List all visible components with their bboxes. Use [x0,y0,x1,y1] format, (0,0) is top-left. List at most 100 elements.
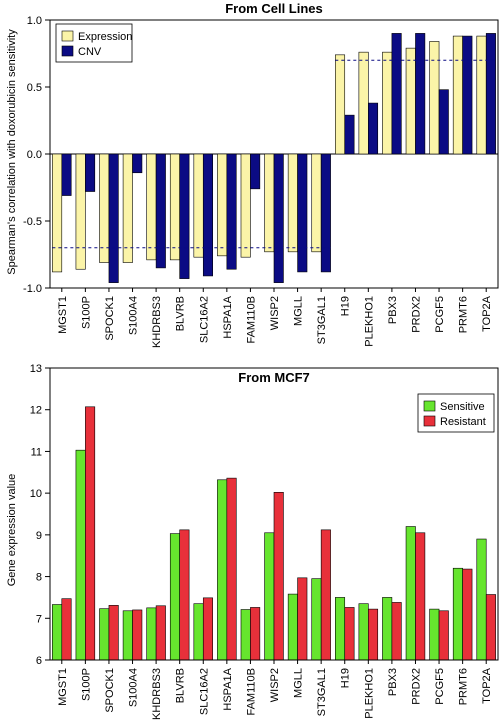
legend: Expression CNV [55,23,132,63]
bar-sensitive-wisp2 [264,532,275,661]
x-tick-label: TOP2A [481,295,493,332]
bar-resistant-hspa1a [226,477,237,661]
bar-expression-h19 [335,54,346,155]
plot-area [50,33,498,283]
bar-resistant-fam110b [250,607,261,661]
x-tick-label: TOP2A [481,667,493,704]
x-tick-label: MGLL [293,296,305,326]
legend-swatch [61,30,74,42]
x-tick-label: H19 [340,296,352,316]
x-tick-label: MGST1 [57,668,69,706]
bar-sensitive-pbx3 [382,597,393,661]
x-tick-label: PRMT6 [458,296,470,333]
y-tick-label: 7 [36,613,42,625]
bar-resistant-mgll [297,577,308,661]
x-tick-label: PRDX2 [410,296,422,333]
bar-sensitive-s100a4 [122,610,133,661]
bar-expression-top2a [476,35,487,155]
bar-cnv-hspa1a [226,153,237,270]
bar-resistant-s100a4 [132,609,143,661]
x-tick-label: PCGF5 [434,296,446,333]
bar-cnv-s100a4 [132,153,143,174]
bar-sensitive-st3gal1 [311,578,322,661]
bar-expression-slc16a2 [193,153,204,258]
legend-label: CNV [78,46,102,58]
x-tick-label: BLVRB [175,668,187,703]
chart-title: From MCF7 [238,370,310,385]
legend-swatch [423,400,436,412]
x-tick-label: PBX3 [387,668,399,696]
bar-cnv-pbx3 [391,33,402,155]
chart-mcf7: From MCF7 Gene expression value 6 7 8 9 10 11… [6,363,499,720]
y-tick-label: 1.0 [27,15,42,27]
x-axis: MGST1 S100P SPOCK1 S100A4 KHDRBS3 BLVRB SLC16A… [57,660,493,720]
chart-title: From Cell Lines [225,1,323,16]
bar-expression-prdx2 [405,47,416,155]
bar-resistant-top2a [485,594,496,661]
legend-swatch [423,415,436,427]
bar-cnv-prmt6 [462,35,473,155]
x-tick-label: HSPA1A [222,295,234,338]
bar-expression-pcgf5 [429,41,440,155]
x-tick-label: KHDRBS3 [151,296,163,348]
bar-sensitive-blvrb [169,533,180,661]
bar-expression-spock1 [99,153,110,263]
chart-cell-lines: From Cell Lines Spearman's correlation w… [6,1,499,348]
x-axis: MGST1 S100P SPOCK1 S100A4 KHDRBS3 BLVRB SLC16A… [57,288,493,348]
bar-sensitive-fam110b [240,609,251,661]
bar-expression-s100p [75,153,86,270]
x-tick-label: S100A4 [128,668,140,707]
x-tick-label: SPOCK1 [104,296,116,341]
y-axis: 6 7 8 9 10 11 12 13 [30,363,50,667]
bar-cnv-st3gal1 [320,153,331,273]
bar-expression-hspa1a [217,153,228,257]
x-tick-label: FAM110B [245,296,257,344]
bar-resistant-khdrbs3 [155,605,166,661]
legend-swatch [61,45,74,57]
bar-resistant-st3gal1 [320,529,331,661]
bar-resistant-spock1 [108,605,119,661]
y-tick-label: -1.0 [23,283,42,295]
bar-cnv-mgll [297,153,308,273]
y-tick-label: 11 [31,446,42,458]
x-tick-label: BLVRB [175,296,187,331]
bar-cnv-prdx2 [415,33,426,155]
x-tick-label: PLEKHO1 [363,296,375,347]
bar-expression-st3gal1 [311,153,322,253]
bar-expression-mgll [287,153,298,253]
bar-resistant-blvrb [179,529,190,661]
legend-label: Expression [78,31,132,43]
bar-resistant-s100p [85,406,96,661]
y-tick-label: 13 [30,363,42,375]
legend-label: Sensitive [440,401,485,413]
bar-resistant-slc16a2 [202,597,213,661]
bar-sensitive-s100p [75,449,86,661]
plot-frame [49,367,499,661]
y-tick-label: 12 [30,405,42,417]
bar-resistant-prmt6 [462,568,473,661]
y-tick-label: 6 [36,655,42,667]
bar-expression-plekho1 [358,51,369,155]
x-tick-label: S100A4 [128,296,140,335]
x-tick-label: PLEKHO1 [363,668,375,719]
legend: Sensitive Resistant [417,393,495,433]
bar-resistant-pbx3 [391,602,402,661]
x-tick-label: S100P [80,668,92,701]
bar-cnv-khdrbs3 [155,153,166,269]
y-axis-label: Spearman's correlation with doxorubicin … [6,29,18,275]
bar-cnv-plekho1 [368,102,379,155]
legend-label: Resistant [440,416,486,428]
bar-cnv-pcgf5 [438,89,449,155]
plot-frame [49,19,499,289]
x-tick-label: PCGF5 [434,668,446,705]
x-tick-label: MGST1 [57,296,69,334]
bar-resistant-mgst1 [61,598,72,661]
bar-expression-khdrbs3 [146,153,157,261]
y-axis: -1.0 -0.5 0.0 0.5 1.0 [23,15,50,295]
y-axis-label: Gene expression value [6,474,18,587]
bar-expression-prmt6 [452,35,463,155]
x-tick-label: H19 [340,668,352,688]
x-tick-label: PRDX2 [410,668,422,705]
x-tick-label: KHDRBS3 [151,668,163,720]
